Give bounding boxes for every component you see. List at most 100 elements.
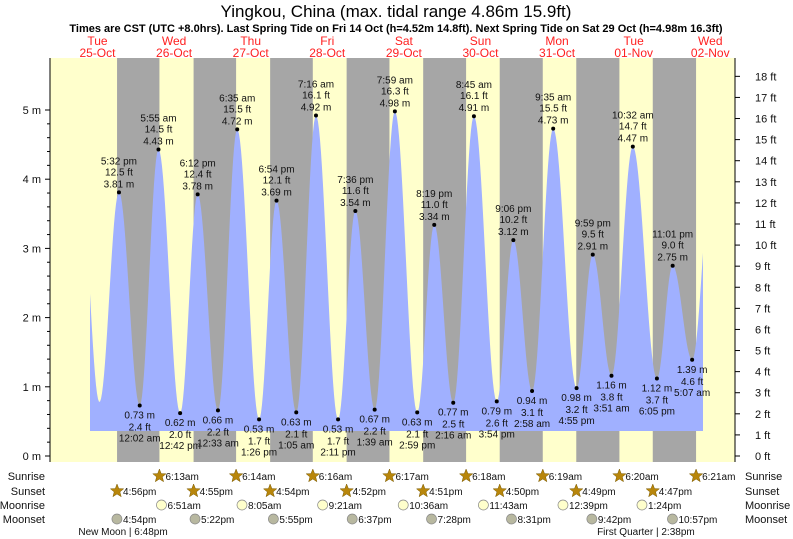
tide-time: 11:01 pm — [652, 230, 693, 241]
moonrise-event: 6:51am — [156, 499, 201, 512]
tide-m: 4.92 m — [301, 103, 332, 114]
tide-dot — [294, 410, 299, 415]
day-name: Wed — [162, 34, 186, 48]
tide-m: 3.78 m — [182, 181, 213, 192]
sunrise-time: 6:17am — [395, 472, 428, 483]
moonset-event: 7:28pm — [426, 513, 471, 526]
tide-dot — [274, 198, 279, 203]
tide-dot — [432, 222, 437, 227]
tide-m: 4.91 m — [459, 103, 490, 114]
tide-time: 6:05 pm — [639, 406, 675, 417]
tide-ft: 11.6 ft — [342, 186, 369, 197]
tide-dot — [654, 376, 659, 381]
low-tide-point: 0.79 m2.6 ft3:54 pm — [479, 399, 515, 440]
sunset-time: 4:55pm — [200, 487, 233, 498]
tide-m: 3.54 m — [340, 198, 371, 209]
y-tick-label-ft: 5 ft — [755, 346, 770, 358]
sun-star-icon — [262, 483, 278, 498]
tide-m: 0.53 m — [323, 424, 354, 435]
moonset-row-label: Moonset — [3, 514, 45, 526]
tide-dot — [609, 373, 614, 378]
tide-ft: 4.6 ft — [681, 377, 703, 388]
y-tick-label-ft: 8 ft — [755, 282, 770, 294]
sun-star-icon — [152, 468, 167, 483]
tide-time: 2:59 pm — [399, 440, 435, 451]
sunset-time: 4:51pm — [429, 487, 462, 498]
day-name: Mon — [545, 34, 568, 48]
tide-m: 0.94 m — [517, 396, 548, 407]
sunset-event: 4:52pm — [339, 483, 386, 498]
low-tide-point: 1.12 m3.7 ft6:05 pm — [639, 376, 675, 417]
tide-dot — [415, 410, 420, 415]
tide-time: 8:19 pm — [416, 189, 452, 200]
moonrise-icon — [557, 499, 569, 511]
moonset-time: 10:57pm — [678, 515, 717, 526]
tide-dot — [137, 403, 142, 408]
tide-m: 3.69 m — [261, 188, 292, 199]
sun-star-icon — [382, 468, 397, 483]
tide-time: 6:12 pm — [180, 158, 216, 169]
tide-ft: 3.2 ft — [565, 405, 587, 416]
tide-time: 7:36 pm — [337, 175, 373, 186]
sunset-time: 4:56pm — [123, 487, 156, 498]
sun-star-icon — [612, 468, 627, 483]
low-tide-point: 0.94 m3.1 ft2:58 am — [514, 388, 550, 430]
y-tick-label-ft: 3 ft — [755, 388, 770, 400]
y-tick-label-m: 1 m — [23, 382, 41, 394]
tide-ft: 2.1 ft — [285, 429, 307, 440]
tide-dot — [235, 127, 240, 132]
sunrise-time: 6:16am — [319, 472, 352, 483]
tide-ft: 2.2 ft — [364, 427, 386, 438]
tide-time: 2:16 am — [435, 431, 471, 442]
day-headers: Tue25-OctWed26-OctThu27-OctFri28-OctSat2… — [79, 34, 729, 60]
low-tide-point: 0.63 m2.1 ft2:59 pm — [399, 410, 435, 451]
sunset-row-label: Sunset — [11, 486, 45, 498]
y-tick-label-ft: 16 ft — [755, 114, 776, 126]
sun-star-icon — [568, 483, 584, 498]
moonset-event: 10:57pm — [667, 513, 717, 526]
y-tick-label-ft: 10 ft — [755, 240, 776, 252]
tide-ft: 2.1 ft — [406, 429, 428, 440]
tide-dot — [590, 252, 595, 257]
day-date: 02-Nov — [691, 46, 730, 60]
tide-ft: 9.0 ft — [662, 241, 684, 252]
sun-star-icon — [305, 468, 321, 483]
tide-dot — [372, 407, 377, 412]
tide-time: 3:54 pm — [479, 429, 515, 440]
day-date: 30-Oct — [462, 46, 499, 60]
sunset-time: 4:52pm — [353, 487, 386, 498]
y-tick-label-m: 0 m — [23, 451, 41, 463]
tide-dot — [690, 357, 695, 362]
tide-dot — [336, 417, 341, 422]
moonset-event: 5:55pm — [268, 513, 313, 526]
low-tide-point: 0.53 m1.7 ft2:11 pm — [320, 417, 356, 458]
moonrise-icon — [236, 499, 248, 511]
moonset-icon — [667, 513, 678, 525]
tide-ft: 2.6 ft — [486, 418, 508, 429]
moonrise-icon — [317, 499, 328, 511]
tide-ft: 12.4 ft — [184, 169, 212, 180]
y-tick-label-ft: 9 ft — [755, 261, 770, 273]
tide-ft: 2.0 ft — [169, 430, 191, 441]
sunset-row-label-right: Sunset — [745, 486, 779, 498]
tide-m: 0.79 m — [481, 406, 512, 417]
high-tide-point: 11:01 pm9.0 ft2.75 m — [652, 230, 693, 268]
moonset-time: 7:28pm — [438, 515, 471, 526]
y-tick-label-ft: 12 ft — [755, 198, 776, 210]
tide-m: 4.43 m — [143, 136, 174, 147]
moonset-icon — [586, 513, 598, 525]
low-tide-point: 1.39 m4.6 ft5:07 am — [674, 357, 710, 399]
y-tick-label-ft: 4 ft — [755, 367, 770, 379]
tide-time: 9:35 am — [535, 93, 571, 104]
moonrise-time: 12:39pm — [569, 501, 608, 512]
tide-ft: 14.5 ft — [145, 124, 173, 135]
sun-star-icon — [109, 483, 125, 498]
tide-m: 0.62 m — [165, 418, 196, 429]
moonrise-event: 1:24pm — [636, 499, 681, 512]
